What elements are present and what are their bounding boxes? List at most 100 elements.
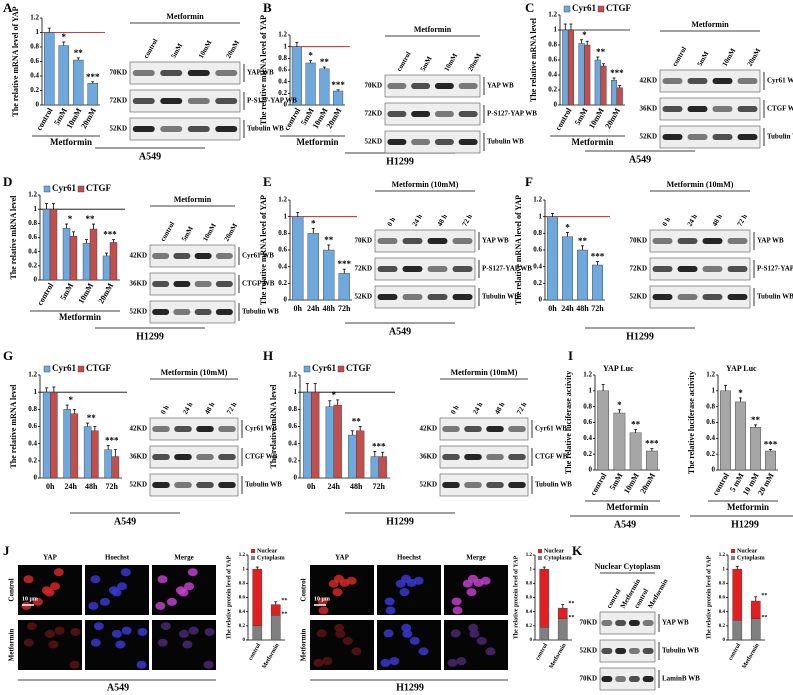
band — [702, 266, 723, 272]
legend-label: Cyr61 — [52, 183, 76, 193]
y-tick-label: 1.2 — [278, 31, 287, 39]
significance: * — [738, 388, 743, 398]
band — [196, 426, 214, 432]
legend-swatch — [731, 556, 735, 560]
y-tick-label: 0.8 — [30, 43, 39, 51]
band — [486, 482, 504, 488]
cell — [182, 640, 193, 649]
band — [712, 106, 733, 112]
cell-line: H1299 — [626, 331, 654, 342]
y-tick-label: 0.2 — [288, 456, 297, 464]
column-title: YAP — [335, 554, 349, 562]
band — [132, 98, 155, 104]
y-tick-label: 0.6 — [548, 56, 557, 64]
y-tick-label: 1.2 — [533, 196, 542, 204]
blot-strip — [374, 257, 476, 281]
legend-label: Nuclear — [257, 548, 278, 554]
y-tick-label: 1.2 — [28, 371, 37, 379]
cell — [184, 582, 195, 591]
bar — [83, 426, 92, 479]
bar — [333, 90, 344, 106]
cell-line: H1299 — [386, 516, 414, 527]
blot-strip — [149, 244, 236, 268]
row-label: YAP WB — [662, 619, 689, 627]
y-tick-label: 1 — [712, 386, 716, 394]
band — [187, 98, 210, 104]
cell — [41, 586, 52, 595]
cell — [342, 636, 353, 645]
cell — [99, 597, 110, 606]
band — [615, 676, 627, 682]
blot-header: Metformin (10mM) — [392, 180, 459, 189]
x-tick-label: 24h — [307, 304, 320, 313]
x-tick-label: 5mM — [58, 281, 75, 302]
group-label: Metformin — [59, 312, 101, 322]
group-label: Metformin — [727, 502, 769, 512]
y-tick-label: 0.6 — [28, 422, 37, 430]
bar — [43, 32, 55, 106]
row-label: CTGF WB — [767, 105, 793, 113]
band — [411, 111, 431, 117]
significance: ** — [596, 47, 606, 57]
bar — [735, 401, 746, 471]
kd-label: 36KD — [420, 453, 438, 461]
cell — [117, 582, 128, 591]
x-tick-label: control — [553, 106, 573, 132]
bar — [539, 627, 550, 641]
x-tick-label: control — [248, 642, 262, 661]
bar — [70, 413, 79, 479]
x-tick-label: 72h — [373, 482, 386, 491]
bar — [765, 450, 776, 471]
kd-label: 70KD — [580, 675, 598, 683]
y-tick-label: 0.2 — [278, 279, 287, 287]
row-label: Tubulin WB — [247, 125, 284, 133]
cell — [178, 629, 189, 638]
y-tick-label: 0.2 — [533, 279, 542, 287]
row-label: YAP WB — [482, 237, 509, 245]
y-tick-label: 0.4 — [278, 77, 287, 85]
band — [727, 294, 748, 300]
cell-line: A549 — [114, 516, 136, 527]
legend-label: Cytoplasm — [544, 555, 572, 561]
x-tick-label: 0h — [46, 482, 55, 491]
y-axis-label: The relative mRNA level of YAP — [259, 15, 268, 125]
y-tick-label: 0.6 — [706, 418, 715, 426]
x-tick-label: 0h — [548, 304, 557, 313]
significance: * — [311, 218, 316, 228]
y-axis-label: The relative mRNA level of YAP — [11, 6, 20, 116]
band — [377, 238, 398, 244]
y-tick-label: 0.2 — [583, 450, 592, 458]
y-tick-label: 0.2 — [526, 624, 533, 629]
legend-swatch — [303, 365, 311, 373]
y-tick-label: 0 — [284, 101, 288, 109]
band — [152, 281, 170, 287]
kd-label: 70KD — [110, 69, 128, 77]
y-axis-label: The relative mRNA level of YAP — [259, 195, 268, 305]
significance: * — [69, 395, 74, 405]
band — [160, 98, 183, 104]
y-tick-label: 0.8 — [706, 402, 715, 410]
cell — [90, 575, 101, 584]
band — [737, 78, 758, 84]
row-label: Tubulin WB — [757, 293, 793, 301]
kd-label: 52KD — [365, 138, 383, 146]
band — [173, 281, 191, 287]
cell — [322, 657, 333, 666]
band — [687, 106, 708, 112]
legend-label: Cytoplasm — [257, 555, 285, 561]
y-axis-label: The relative luciferase activity — [687, 371, 696, 474]
cell — [50, 582, 61, 591]
y-tick-label: 1 — [530, 567, 533, 572]
bar — [557, 618, 568, 641]
panel-letter: B — [263, 0, 272, 15]
y-tick-label: 0 — [34, 474, 38, 482]
lane-label: 10mM — [201, 222, 218, 243]
scale-label: 10 μm — [314, 596, 330, 602]
band — [601, 676, 613, 682]
y-tick-label: 0.6 — [719, 596, 726, 601]
kd-label: 70KD — [630, 237, 648, 245]
y-tick-label: 0 — [294, 474, 298, 482]
band — [677, 294, 698, 300]
lane-label: control — [395, 50, 413, 72]
band — [132, 70, 155, 76]
